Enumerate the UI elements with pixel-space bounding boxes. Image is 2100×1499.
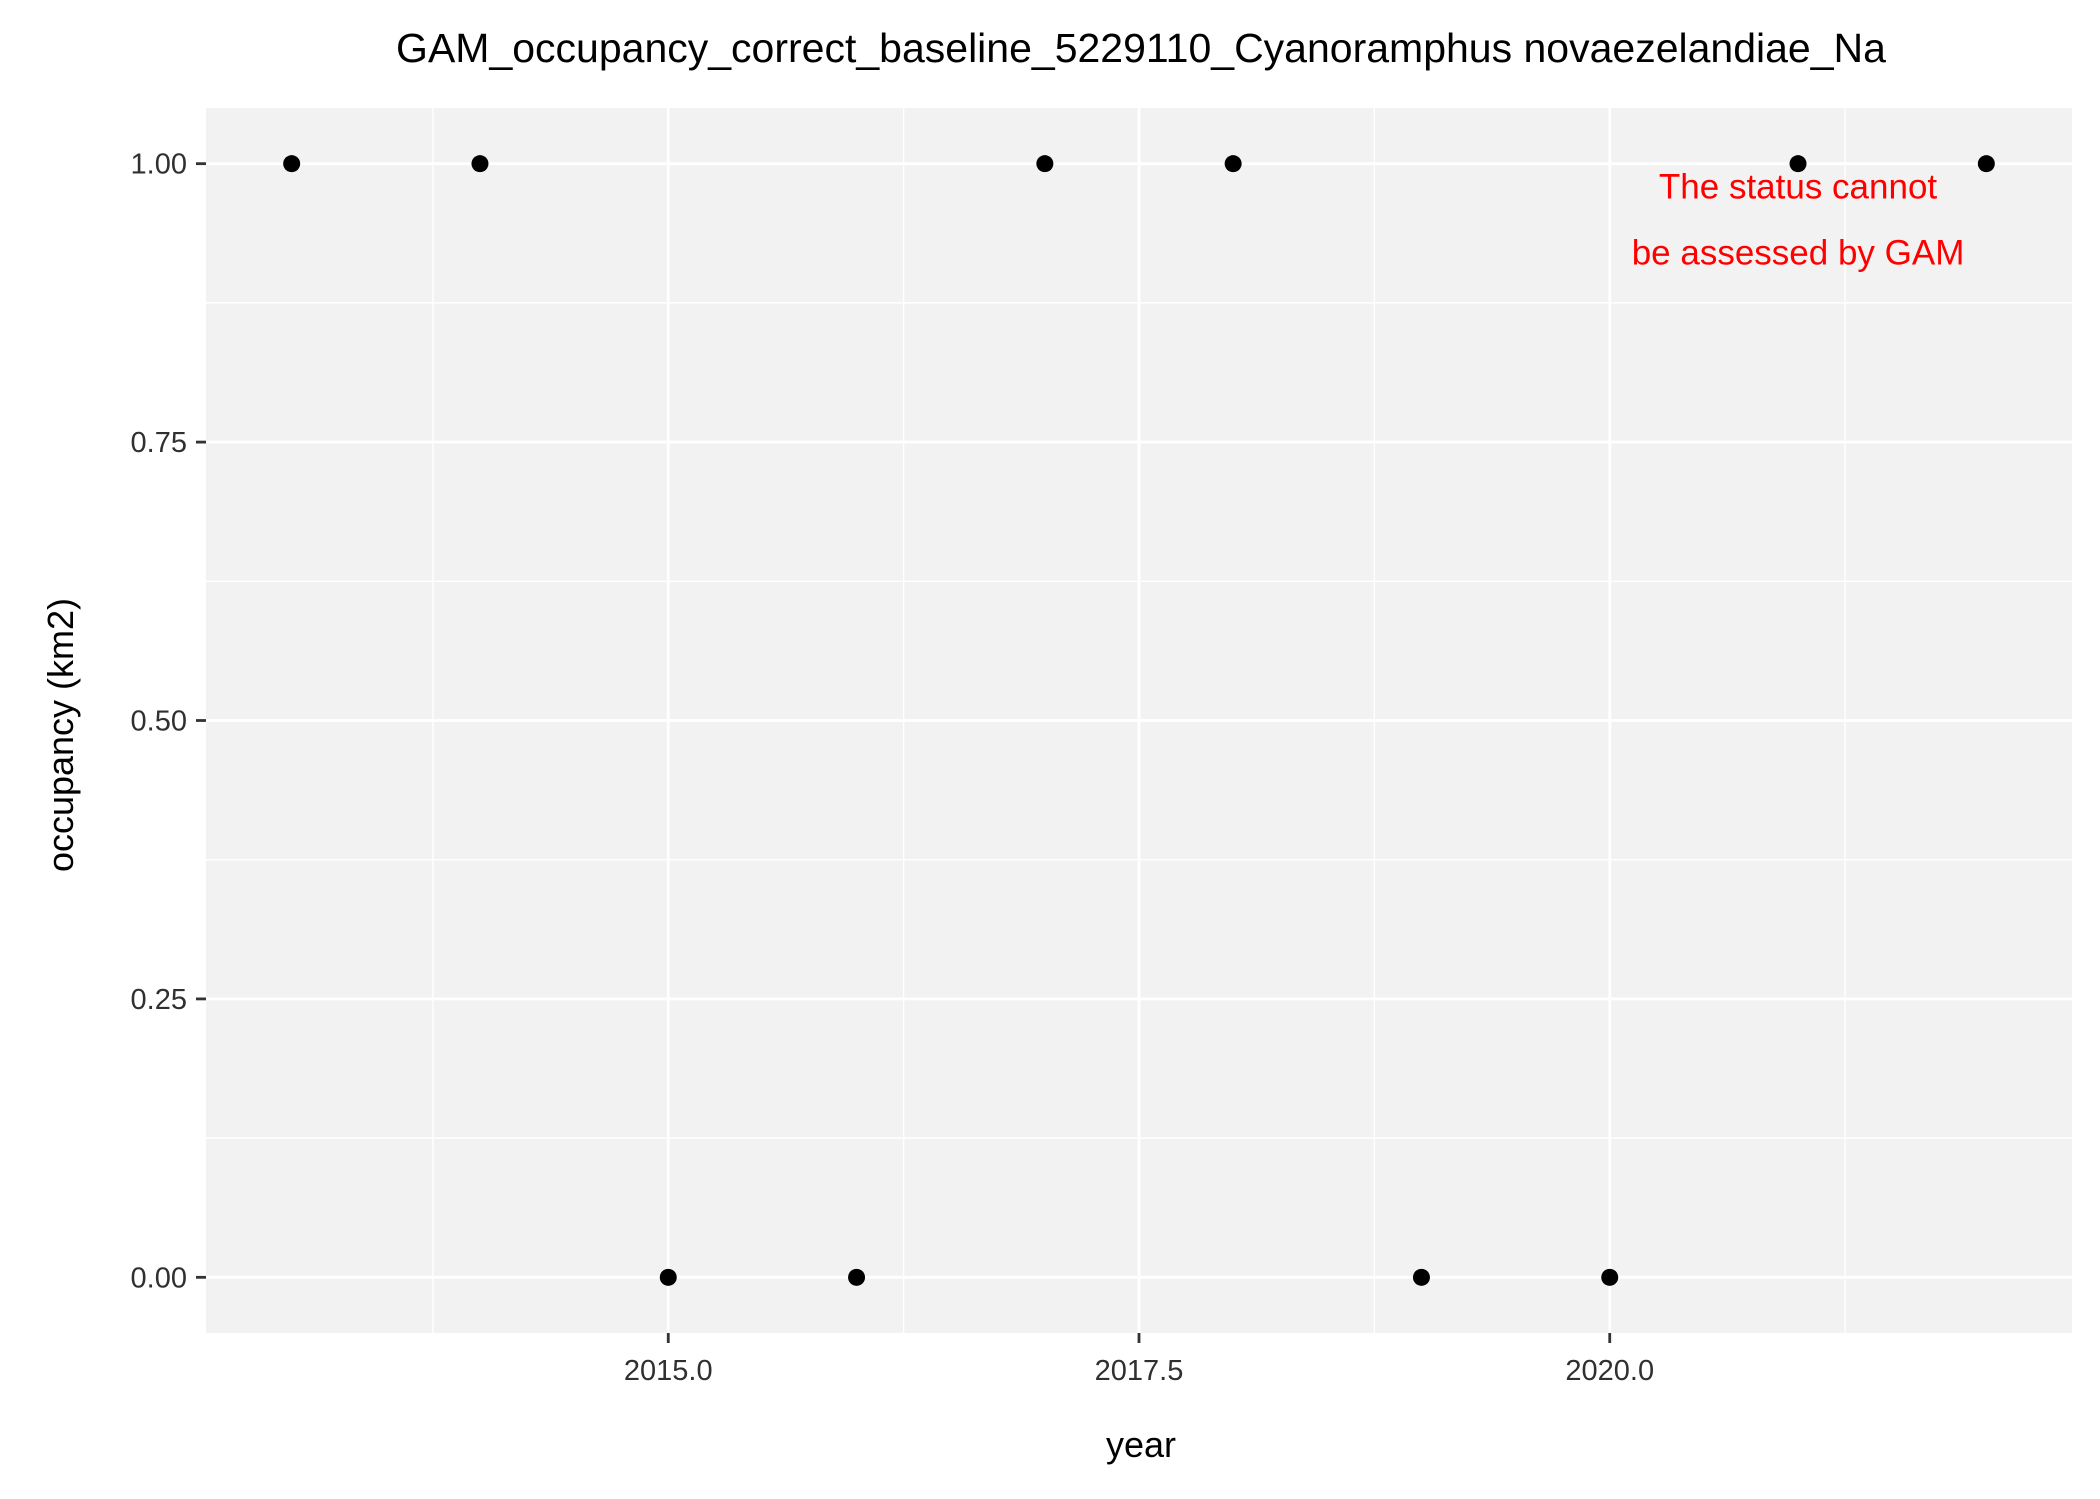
x-tick-label: 2015.0 xyxy=(624,1355,713,1387)
y-axis: 0.00 0.25 0.50 0.75 1.00 xyxy=(131,149,206,1294)
annotation-line: be assessed by GAM xyxy=(1632,233,1965,272)
y-tick-label: 0.00 xyxy=(131,1262,187,1294)
x-axis: 2015.0 2017.5 2020.0 xyxy=(624,1333,1654,1387)
y-tick-label: 0.50 xyxy=(131,706,187,738)
data-point xyxy=(1412,1268,1430,1286)
y-tick-label: 1.00 xyxy=(131,149,187,181)
data-point xyxy=(1224,155,1242,173)
x-axis-title: year xyxy=(1106,1424,1176,1465)
status-annotation: The status cannot be assessed by GAM xyxy=(1632,167,1965,272)
y-tick-label: 0.25 xyxy=(131,984,187,1016)
y-axis-title: occupancy (km2) xyxy=(40,598,81,872)
data-points xyxy=(283,155,1995,1286)
data-point xyxy=(471,155,489,173)
data-point xyxy=(1601,1268,1619,1286)
x-tick-label: 2020.0 xyxy=(1565,1355,1654,1387)
y-tick-label: 0.75 xyxy=(131,427,187,459)
major-gridlines xyxy=(206,108,2072,1333)
data-point xyxy=(659,1268,677,1286)
chart-title: GAM_occupancy_correct_baseline_5229110_C… xyxy=(396,25,1886,71)
data-point xyxy=(283,155,301,173)
x-tick-label: 2017.5 xyxy=(1095,1355,1184,1387)
data-point xyxy=(848,1268,866,1286)
data-point xyxy=(1789,155,1807,173)
annotation-line: The status cannot xyxy=(1659,167,1937,206)
data-point xyxy=(1036,155,1054,173)
data-point xyxy=(1977,155,1995,173)
